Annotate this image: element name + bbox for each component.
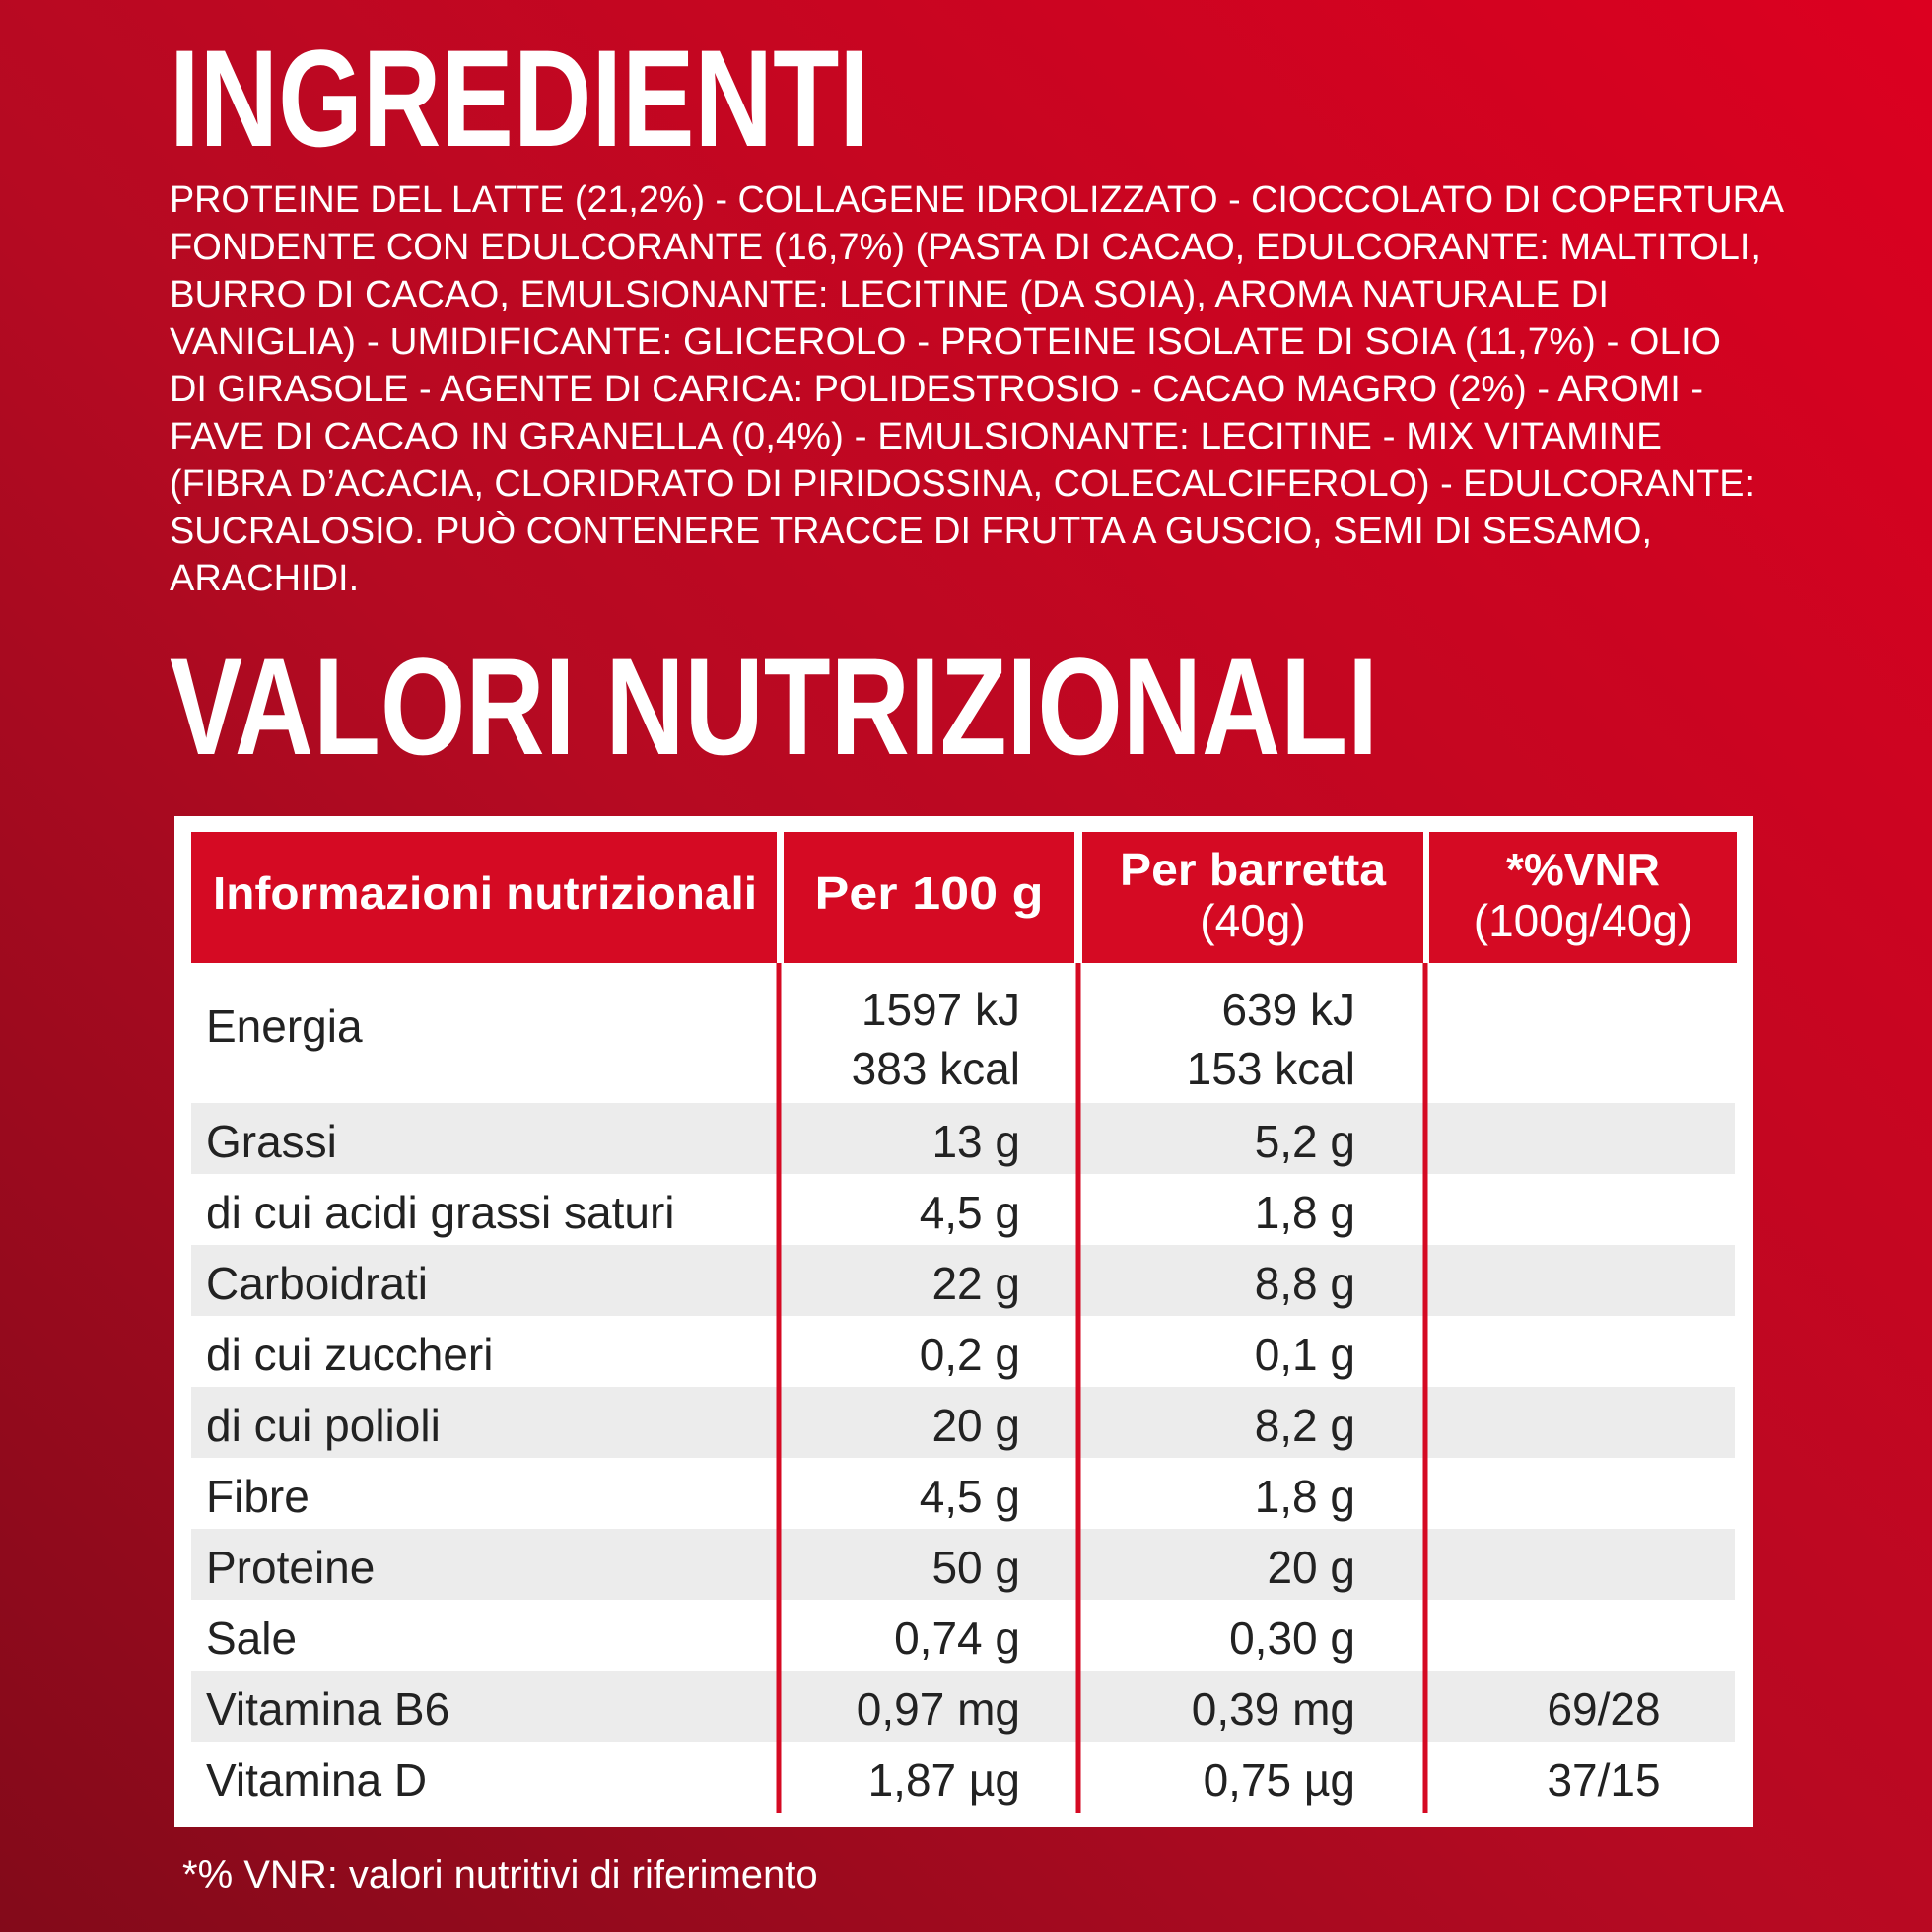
header-text: Per barretta <box>1120 844 1386 895</box>
ingredients-line: PROTEINE DEL LATTE (21,2%) - COLLAGENE I… <box>170 179 1785 221</box>
value-per-100g: 1,87 µg <box>868 1755 1020 1806</box>
ingredients-line: DI GIRASOLE - AGENTE DI CARICA: POLIDEST… <box>170 369 1703 410</box>
header-text: (100g/40g) <box>1474 895 1693 946</box>
value-vnr: 69/28 <box>1547 1684 1660 1735</box>
value-per-bar: 1,8 g <box>1255 1471 1355 1522</box>
nutrition-table: Informazioni nutrizionali Per 100 g Per ba… <box>191 832 1737 1813</box>
footnote: *% VNR: valori nutritivi di riferimento <box>182 1853 818 1897</box>
value-per-100g: 4,5 g <box>920 1187 1020 1238</box>
row-shade <box>191 1387 1735 1458</box>
row-shade <box>191 1245 1735 1316</box>
row-label: Vitamina D <box>206 1755 427 1806</box>
value-per-bar: 639 kJ <box>1221 984 1355 1035</box>
value-vnr: 37/15 <box>1547 1755 1660 1806</box>
value-per-bar: 8,8 g <box>1255 1258 1355 1309</box>
row-label: di cui zuccheri <box>206 1329 493 1380</box>
value-per-100g: 4,5 g <box>920 1471 1020 1522</box>
row-label: Sale <box>206 1613 297 1664</box>
value-per-bar: 153 kcal <box>1187 1043 1355 1094</box>
ingredients-line: BURRO DI CACAO, EMULSIONANTE: LECITINE (… <box>170 274 1609 315</box>
row-label: Energia <box>206 1000 363 1052</box>
value-per-bar: 5,2 g <box>1255 1116 1355 1167</box>
header-text: Per 100 g <box>815 867 1044 919</box>
row-label: Fibre <box>206 1471 310 1522</box>
row-label: di cui polioli <box>206 1400 441 1451</box>
header-cell <box>1429 832 1737 963</box>
header-text: *%VNR <box>1506 844 1660 895</box>
value-per-100g: 22 g <box>932 1258 1020 1309</box>
ingredients-title: INGREDIENTI <box>170 21 869 175</box>
ingredients-line: FAVE DI CACAO IN GRANELLA (0,4%) - EMULS… <box>170 416 1662 457</box>
value-per-bar: 20 g <box>1267 1542 1355 1593</box>
value-per-bar: 0,1 g <box>1255 1329 1355 1380</box>
header-cell <box>1082 832 1423 963</box>
row-shade <box>191 1671 1735 1742</box>
row-label: Carboidrati <box>206 1258 428 1309</box>
row-label: di cui acidi grassi saturi <box>206 1187 675 1238</box>
value-per-bar: 0,75 µg <box>1204 1755 1355 1806</box>
value-per-100g: 13 g <box>932 1116 1020 1167</box>
row-label: Grassi <box>206 1116 337 1167</box>
row-shade <box>191 1529 1735 1600</box>
value-per-100g: 50 g <box>932 1542 1020 1593</box>
value-per-100g: 383 kcal <box>852 1043 1020 1094</box>
ingredients-text: PROTEINE DEL LATTE (21,2%) - COLLAGENE I… <box>170 179 1785 599</box>
value-per-100g: 1597 kJ <box>862 984 1020 1035</box>
row-shade <box>191 1103 1735 1174</box>
header-cell <box>191 832 777 963</box>
row-label: Vitamina B6 <box>206 1684 449 1735</box>
header-cell <box>784 832 1074 963</box>
value-per-100g: 0,74 g <box>894 1613 1020 1664</box>
header-text: Informazioni nutrizionali <box>213 867 757 919</box>
value-per-100g: 20 g <box>932 1400 1020 1451</box>
header-text: (40g) <box>1200 895 1305 946</box>
value-per-100g: 0,2 g <box>920 1329 1020 1380</box>
nutrition-title: VALORI NUTRIZIONALI <box>170 629 1378 784</box>
value-per-100g: 0,97 mg <box>857 1684 1020 1735</box>
ingredients-line: FONDENTE CON EDULCORANTE (16,7%) (PASTA … <box>170 227 1760 268</box>
table-box <box>174 816 1753 1827</box>
value-per-bar: 1,8 g <box>1255 1187 1355 1238</box>
ingredients-line: ARACHIDI. <box>170 558 359 599</box>
ingredients-line: SUCRALOSIO. PUÒ CONTENERE TRACCE DI FRUT… <box>170 510 1652 552</box>
ingredients-line: (FIBRA D’ACACIA, CLORIDRATO DI PIRIDOSSI… <box>170 463 1755 505</box>
value-per-bar: 8,2 g <box>1255 1400 1355 1451</box>
value-per-bar: 0,39 mg <box>1192 1684 1355 1735</box>
ingredients-line: VANIGLIA) - UMIDIFICANTE: GLICEROLO - PR… <box>170 321 1721 363</box>
value-per-bar: 0,30 g <box>1229 1613 1355 1664</box>
row-label: Proteine <box>206 1542 375 1593</box>
